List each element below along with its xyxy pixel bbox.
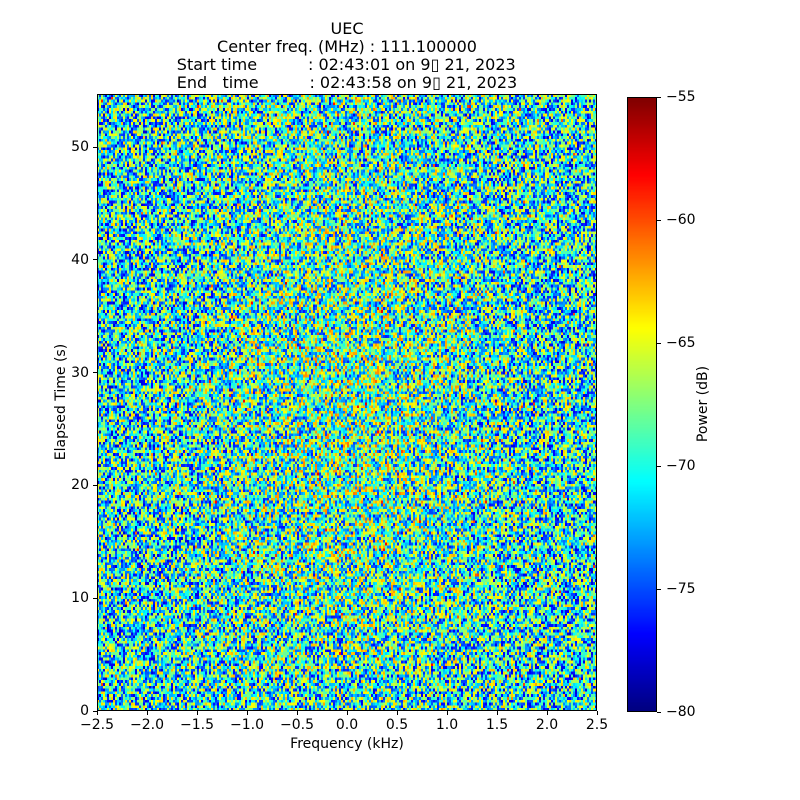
x-tick-mark xyxy=(346,711,348,715)
x-tick-label: 2.5 xyxy=(585,717,609,733)
x-tick-label: −0.5 xyxy=(280,717,314,733)
x-tick-mark xyxy=(146,711,148,715)
plot-title: UEC xyxy=(330,19,364,38)
colorbar-tick-mark xyxy=(657,711,661,713)
colorbar-tick-mark xyxy=(657,588,661,590)
colorbar-tick-mark xyxy=(657,342,661,344)
y-axis-label: Elapsed Time (s) xyxy=(53,343,69,461)
colorbar-tick-label: −55 xyxy=(666,89,696,105)
y-tick-mark xyxy=(93,484,97,486)
x-tick-label: −1.0 xyxy=(230,717,264,733)
x-tick-mark xyxy=(546,711,548,715)
start-time-line: Start time : 02:43:01 on 9▯ 21, 2023 xyxy=(176,55,516,74)
colorbar-tick-label: −65 xyxy=(666,335,696,351)
colorbar-tick-mark xyxy=(657,96,661,98)
x-tick-label: 1.5 xyxy=(485,717,509,733)
y-tick-mark xyxy=(93,710,97,712)
x-tick-mark xyxy=(196,711,198,715)
y-tick-label: 10 xyxy=(71,590,89,607)
x-tick-mark xyxy=(446,711,448,715)
x-tick-mark xyxy=(246,711,248,715)
x-tick-label: −2.0 xyxy=(130,717,164,733)
x-tick-label: 2.0 xyxy=(535,717,559,733)
x-tick-label: 0.5 xyxy=(385,717,409,733)
spectrogram-canvas xyxy=(97,94,597,711)
y-tick-label: 30 xyxy=(71,364,89,381)
y-tick-mark xyxy=(93,372,97,374)
colorbar-tick-label: −75 xyxy=(666,581,696,597)
y-tick-label: 20 xyxy=(71,477,89,494)
y-tick-label: 50 xyxy=(71,139,89,155)
x-tick-mark xyxy=(96,711,98,715)
colorbar-tick-mark xyxy=(657,219,661,221)
title-block: UEC Center freq. (MHz) : 111.100000 Star… xyxy=(97,20,597,92)
colorbar-tick-label: −70 xyxy=(666,458,696,474)
y-tick-mark xyxy=(93,259,97,261)
x-axis-label: Frequency (kHz) xyxy=(290,736,404,752)
center-freq-line: Center freq. (MHz) : 111.100000 xyxy=(217,37,477,56)
x-tick-mark xyxy=(296,711,298,715)
x-tick-mark xyxy=(496,711,498,715)
x-tick-label: −2.5 xyxy=(80,717,114,733)
colorbar xyxy=(627,97,657,712)
colorbar-label: Power (dB) xyxy=(695,365,711,443)
y-tick-mark xyxy=(93,597,97,599)
y-tick-label: 40 xyxy=(71,251,89,268)
x-tick-label: −1.5 xyxy=(180,717,214,733)
x-tick-mark xyxy=(396,711,398,715)
x-tick-label: 0.0 xyxy=(335,717,359,733)
x-tick-label: 1.0 xyxy=(435,717,459,733)
colorbar-tick-mark xyxy=(657,465,661,467)
end-time-line: End time : 02:43:58 on 9▯ 21, 2023 xyxy=(176,73,518,92)
heatmap-plot xyxy=(97,94,597,711)
colorbar-gradient-canvas xyxy=(627,97,657,712)
colorbar-tick-label: −60 xyxy=(666,212,696,228)
time-range-lines: Start time : 02:43:01 on 9▯ 21, 2023 End… xyxy=(177,56,517,92)
colorbar-tick-label: −80 xyxy=(666,704,696,720)
y-tick-label: 0 xyxy=(80,703,89,719)
x-tick-mark xyxy=(596,711,598,715)
y-tick-mark xyxy=(93,146,97,148)
